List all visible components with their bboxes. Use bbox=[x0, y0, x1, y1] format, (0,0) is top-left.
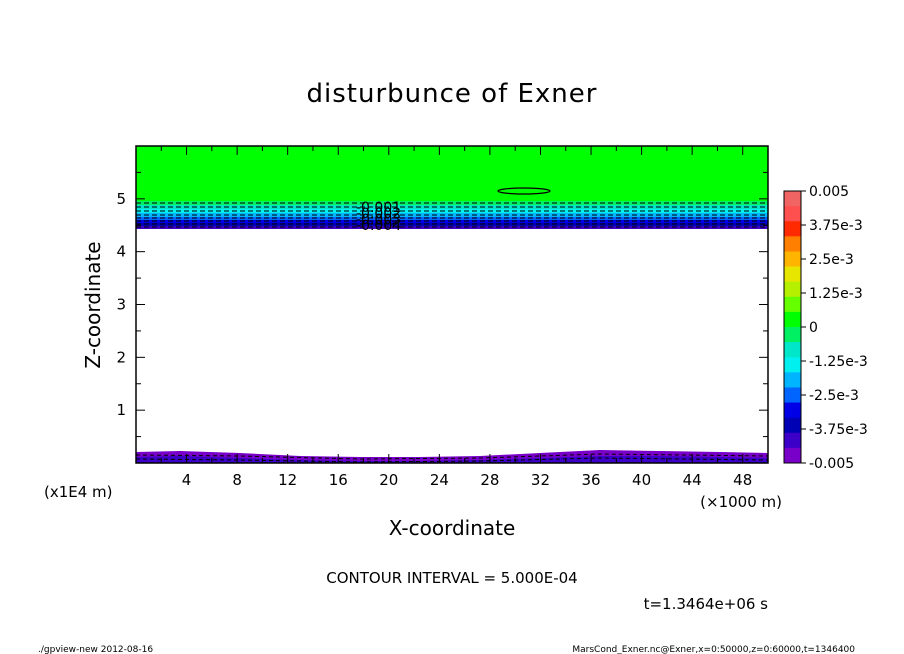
colorbar-tick-label: 0 bbox=[809, 320, 818, 336]
colorbar-tick-label: -2.5e-3 bbox=[809, 388, 859, 404]
x-tick-label: 28 bbox=[480, 471, 499, 489]
colorbar-segment bbox=[784, 251, 801, 268]
colorbar-tick-label: -1.25e-3 bbox=[809, 354, 868, 370]
colorbar-segment bbox=[784, 206, 801, 222]
colorbar-segment bbox=[784, 221, 801, 237]
x-tick-label: 4 bbox=[182, 471, 192, 489]
colorbar-segment bbox=[784, 191, 801, 207]
y-axis-ticks: 1 2 3 4 5 bbox=[116, 171, 768, 438]
contour-label: -0.002 bbox=[356, 206, 401, 222]
time-text: t=1.3464e+06 s bbox=[644, 595, 769, 613]
colorbar-tick-label: -3.75e-3 bbox=[809, 422, 868, 438]
contour-interval-text: CONTOUR INTERVAL = 5.000E-04 bbox=[326, 569, 577, 587]
colorbar-tick-label: 0.005 bbox=[809, 184, 849, 200]
footer-right: MarsCond_Exner.nc@Exner,x=0:50000,z=0:60… bbox=[572, 645, 855, 654]
x-tick-label: 44 bbox=[683, 471, 702, 489]
y-tick-label: 1 bbox=[116, 401, 126, 419]
y-tick-label: 4 bbox=[116, 243, 126, 261]
x-tick-label: 20 bbox=[379, 471, 398, 489]
colorbar-segment bbox=[784, 296, 801, 313]
x-tick-label: 8 bbox=[232, 471, 242, 489]
colorbar-segment bbox=[784, 327, 801, 343]
colorbar-segment bbox=[784, 281, 801, 298]
upper-green-field bbox=[136, 146, 768, 202]
x-tick-label: 40 bbox=[632, 471, 651, 489]
x-axis-label: X-coordinate bbox=[389, 516, 516, 540]
colorbar-tick-label: 3.75e-3 bbox=[809, 218, 863, 234]
colorbar-segment bbox=[784, 387, 801, 404]
contour-ellipse bbox=[497, 187, 551, 195]
x-axis-ticks: 4 8 12 16 20 24 28 32 36 40 44 48 bbox=[160, 146, 752, 489]
colorbar-segment bbox=[784, 266, 801, 283]
footer-left: ./gpview-new 2012-08-16 bbox=[38, 645, 153, 654]
colorbar-segment bbox=[784, 432, 801, 449]
x-tick-label: 32 bbox=[531, 471, 550, 489]
contour-labels: -0.001 -0.002 -0.003 -0.004 bbox=[356, 200, 401, 234]
colorbar-tick-label: 2.5e-3 bbox=[809, 252, 854, 268]
colorbar-segment bbox=[784, 402, 801, 419]
contour-lines-lower bbox=[135, 453, 769, 463]
colorbar-tick-label: -0.005 bbox=[809, 456, 854, 472]
colorbar-segment bbox=[784, 311, 801, 328]
colorbar-segment bbox=[784, 357, 801, 373]
y-tick-label: 3 bbox=[116, 296, 126, 314]
y-tick-label: 5 bbox=[116, 190, 126, 208]
y-axis-label: Z-coordinate bbox=[81, 241, 105, 368]
contour-label: -0.001 bbox=[356, 200, 401, 216]
y-tick-label: 2 bbox=[116, 348, 126, 366]
colorbar-segment bbox=[784, 236, 801, 252]
x-tick-label: 36 bbox=[581, 471, 600, 489]
y-unit-label: (x1E4 m) bbox=[44, 483, 113, 501]
colorbar-tick-label: 1.25e-3 bbox=[809, 286, 863, 302]
contour-label: -0.004 bbox=[356, 218, 401, 234]
colorbar-segment bbox=[784, 447, 801, 464]
colorbar: 0.005 3.75e-3 2.5e-3 1.25e-3 0 -1.25e-3 -2.5e-… bbox=[783, 184, 868, 472]
colorbar-segment bbox=[784, 342, 801, 358]
bottom-layer-inner bbox=[136, 456, 768, 463]
colorbar-segment bbox=[784, 372, 801, 388]
chart-title: disturbunce of Exner bbox=[307, 79, 598, 109]
colorbar-segment bbox=[784, 417, 801, 434]
contour-lines-upper bbox=[136, 202, 768, 228]
x-tick-label: 16 bbox=[329, 471, 348, 489]
x-tick-label: 12 bbox=[278, 471, 297, 489]
x-tick-label: 24 bbox=[430, 471, 449, 489]
x-unit-label: (×1000 m) bbox=[700, 493, 782, 511]
contour-label: -0.003 bbox=[356, 212, 401, 228]
x-tick-label: 48 bbox=[733, 471, 752, 489]
